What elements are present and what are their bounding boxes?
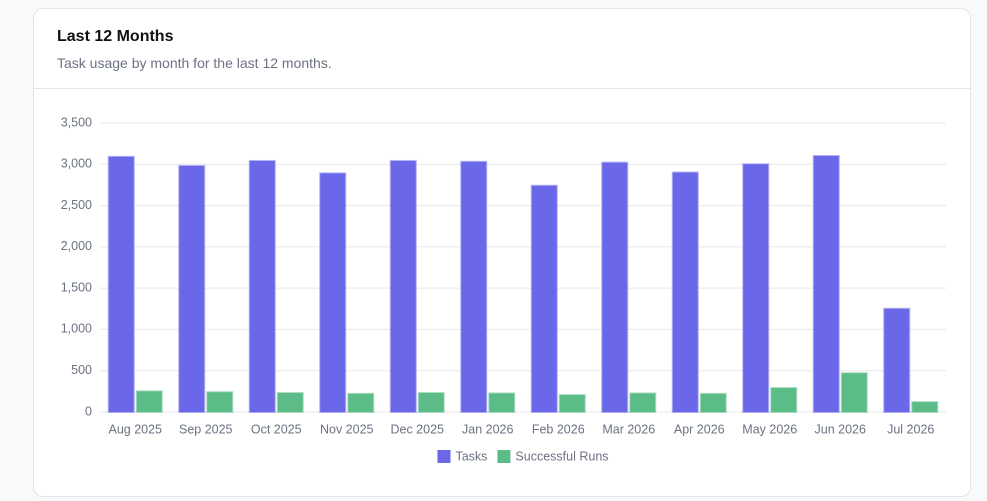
y-tick-label: 3,500 (61, 115, 92, 129)
legend-label: Successful Runs (515, 449, 608, 463)
x-tick-label: May 2026 (742, 422, 797, 436)
bar (135, 390, 163, 414)
x-tick-label: Dec 2025 (390, 422, 444, 436)
y-tick-label: 1,500 (61, 280, 92, 294)
bar (107, 155, 135, 413)
bar (417, 392, 445, 414)
bar (347, 392, 375, 414)
y-tick-label: 3,000 (61, 157, 92, 171)
bar (770, 387, 798, 414)
bar (276, 392, 304, 414)
card-header: Last 12 Months Task usage by month for t… (34, 9, 970, 89)
bar (629, 392, 657, 413)
bar (558, 394, 586, 413)
x-tick-label: Jul 2026 (887, 422, 934, 436)
x-tick-label: Mar 2026 (602, 422, 655, 436)
y-tick-label: 500 (71, 363, 92, 377)
bar (671, 171, 699, 413)
bar (840, 372, 868, 414)
x-tick-label: Oct 2025 (251, 422, 302, 436)
bar (699, 392, 727, 414)
x-tick-label: Sep 2025 (179, 422, 233, 436)
legend-label: Tasks (455, 449, 487, 463)
bar (812, 155, 840, 413)
bar (319, 172, 347, 413)
bar (742, 163, 770, 413)
x-tick-label: Nov 2025 (320, 422, 374, 436)
card-title: Last 12 Months (57, 28, 174, 45)
bar (488, 392, 516, 413)
x-tick-label: Apr 2026 (674, 422, 725, 436)
legend-swatch (437, 450, 451, 463)
bar (911, 401, 939, 414)
x-tick-label: Feb 2026 (532, 422, 585, 436)
x-tick-label: Aug 2025 (108, 422, 162, 436)
bar (178, 164, 206, 413)
bar (601, 161, 629, 413)
bar (883, 307, 911, 413)
bar (206, 391, 234, 414)
y-tick-label: 1,000 (61, 322, 92, 336)
bar (460, 160, 488, 413)
bar (248, 159, 276, 413)
x-tick-label: Jan 2026 (462, 422, 513, 436)
legend-swatch (497, 450, 511, 463)
y-tick-label: 2,500 (61, 198, 92, 212)
y-tick-label: 2,000 (61, 239, 92, 253)
bar (389, 159, 417, 413)
y-tick-label: 0 (85, 404, 92, 418)
card-subtitle: Task usage by month for the last 12 mont… (57, 55, 332, 71)
bar (530, 184, 558, 413)
x-tick-label: Jun 2026 (815, 422, 866, 436)
